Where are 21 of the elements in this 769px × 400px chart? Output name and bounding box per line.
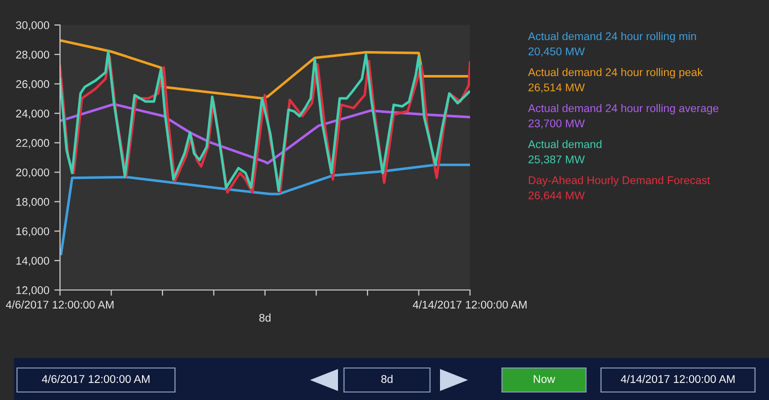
y-tick-label: 14,000 xyxy=(16,256,50,266)
text: Actual demand 24 hour rolling min 20,450 MW xyxy=(528,32,696,57)
y-tick-label: 12,000 xyxy=(16,286,50,296)
line-series xyxy=(60,164,470,256)
x-axis-title: 8d xyxy=(259,314,270,322)
text: 8d xyxy=(381,374,392,383)
y-tick-label: 24,000 xyxy=(16,110,50,119)
text: 4/6/2017 12:00:00 AM xyxy=(42,374,150,383)
text: Actual demand 24 hour rolling average 23,700 MW xyxy=(528,104,718,129)
y-tick-label: 22,000 xyxy=(16,139,50,148)
y-tick-label: 18,000 xyxy=(16,198,50,208)
y-tick-label: 16,000 xyxy=(16,227,50,237)
text: Actual demand 25,387 MW xyxy=(528,140,602,165)
y-tick-label: 28,000 xyxy=(16,50,50,60)
text: Actual demand 24 hour rolling peak 26,514 MW xyxy=(528,68,703,93)
text: 4/14/2017 12:00:00 AM xyxy=(620,374,735,383)
y-tick-label: 26,000 xyxy=(16,80,50,90)
y-tick-label: 20,000 xyxy=(16,168,50,178)
text: Day-Ahead Hourly Demand Forecast 26,644 MW xyxy=(528,176,710,201)
y-tick-label: 30,000 xyxy=(16,21,50,30)
text: Now xyxy=(534,375,556,383)
